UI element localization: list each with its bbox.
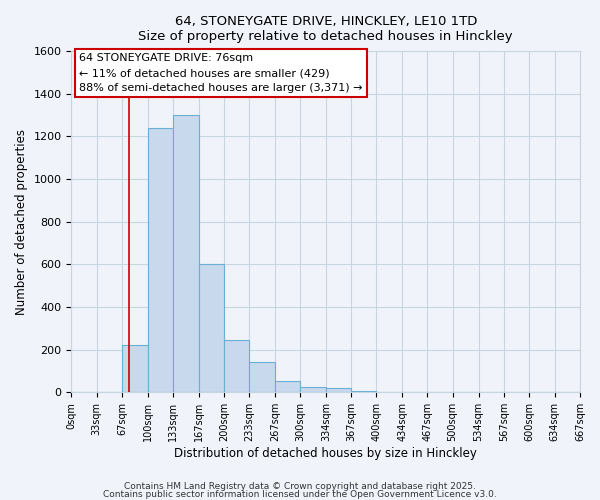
- X-axis label: Distribution of detached houses by size in Hinckley: Distribution of detached houses by size …: [174, 447, 477, 460]
- Bar: [224, 340, 249, 392]
- Bar: [122, 346, 148, 393]
- Text: Contains public sector information licensed under the Open Government Licence v3: Contains public sector information licen…: [103, 490, 497, 499]
- Bar: [300, 387, 326, 392]
- Y-axis label: Number of detached properties: Number of detached properties: [15, 128, 28, 314]
- Bar: [199, 264, 224, 392]
- Bar: [275, 380, 300, 392]
- Bar: [249, 362, 275, 392]
- Text: Contains HM Land Registry data © Crown copyright and database right 2025.: Contains HM Land Registry data © Crown c…: [124, 482, 476, 491]
- Title: 64, STONEYGATE DRIVE, HINCKLEY, LE10 1TD
Size of property relative to detached h: 64, STONEYGATE DRIVE, HINCKLEY, LE10 1TD…: [139, 15, 513, 43]
- Bar: [326, 388, 351, 392]
- Text: 64 STONEYGATE DRIVE: 76sqm
← 11% of detached houses are smaller (429)
88% of sem: 64 STONEYGATE DRIVE: 76sqm ← 11% of deta…: [79, 53, 362, 93]
- Bar: [148, 128, 173, 392]
- Bar: [173, 115, 199, 392]
